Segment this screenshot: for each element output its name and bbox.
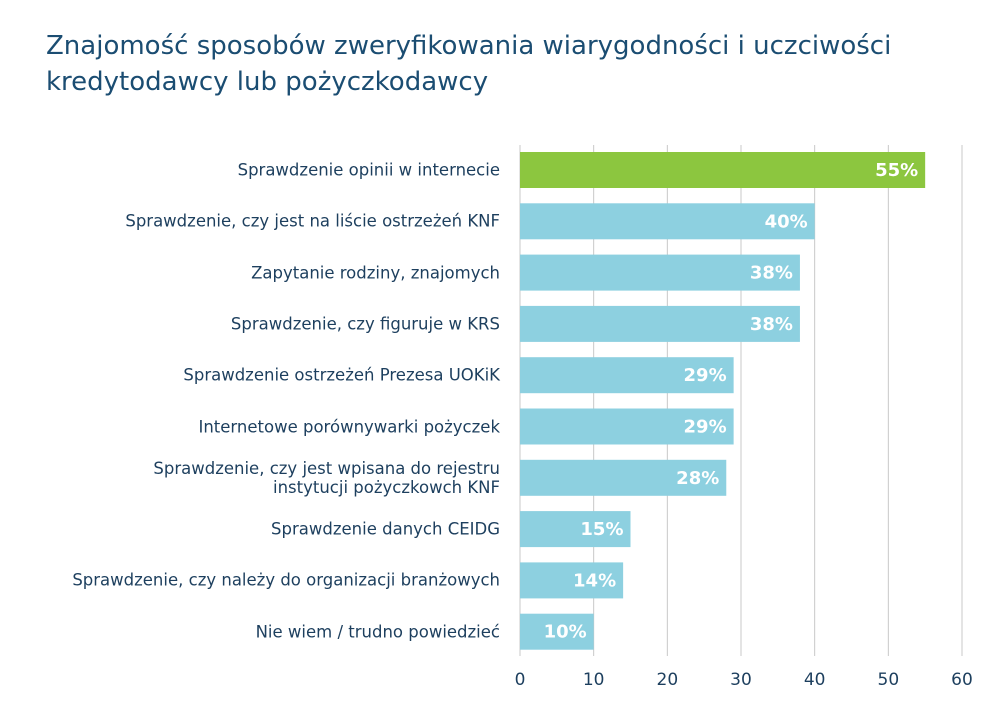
- data-label: 28%: [676, 468, 719, 489]
- category-label: Nie wiem / trudno powiedzieć: [255, 622, 500, 642]
- data-label: 55%: [875, 160, 918, 181]
- x-tick-label: 40: [804, 670, 826, 690]
- bar: [520, 357, 734, 394]
- category-label: Sprawdzenie, czy jest na liście ostrzeże…: [125, 211, 500, 231]
- category-label: Sprawdzenie, czy figuruje w KRS: [230, 314, 500, 334]
- category-label: Sprawdzenie, czy jest wpisana do rejestr…: [153, 458, 500, 497]
- bar: [520, 254, 800, 291]
- data-label: 14%: [573, 570, 616, 591]
- category-label: Sprawdzenie, czy należy do organizacji b…: [72, 570, 500, 590]
- data-label: 29%: [684, 417, 727, 438]
- category-label: Zapytanie rodziny, znajomych: [251, 263, 500, 283]
- bar: [520, 459, 727, 496]
- bar: [520, 203, 815, 240]
- data-label: 29%: [684, 365, 727, 386]
- bar: [520, 562, 624, 599]
- x-tick-label: 20: [657, 670, 679, 690]
- x-tick-label: 30: [730, 670, 752, 690]
- x-tick-label: 0: [515, 670, 526, 690]
- data-label: 10%: [544, 622, 587, 643]
- data-label: 40%: [765, 211, 808, 232]
- chart-title: Znajomość sposobów zweryfikowania wiaryg…: [46, 28, 891, 100]
- title-line: Znajomość sposobów zweryfikowania wiaryg…: [46, 31, 892, 61]
- data-label: 38%: [750, 314, 793, 335]
- category-label: Internetowe porównywarki pożyczek: [198, 417, 500, 436]
- category-label: Sprawdzenie opinii w internecie: [237, 160, 500, 180]
- x-tick-label: 50: [878, 670, 900, 690]
- x-tick-label: 10: [583, 670, 605, 690]
- title-line: kredytodawcy lub pożyczkodawcy: [46, 67, 489, 97]
- category-label: Sprawdzenie ostrzeżeń Prezesa UOKiK: [183, 365, 500, 385]
- bar: [520, 408, 734, 445]
- x-tick-label: 60: [951, 670, 973, 690]
- data-label: 15%: [580, 519, 623, 540]
- category-label: Sprawdzenie danych CEIDG: [271, 519, 500, 539]
- bar: [520, 613, 594, 650]
- bar: [520, 305, 800, 342]
- data-label: 38%: [750, 263, 793, 284]
- bar: [520, 511, 631, 548]
- bar: [520, 152, 926, 188]
